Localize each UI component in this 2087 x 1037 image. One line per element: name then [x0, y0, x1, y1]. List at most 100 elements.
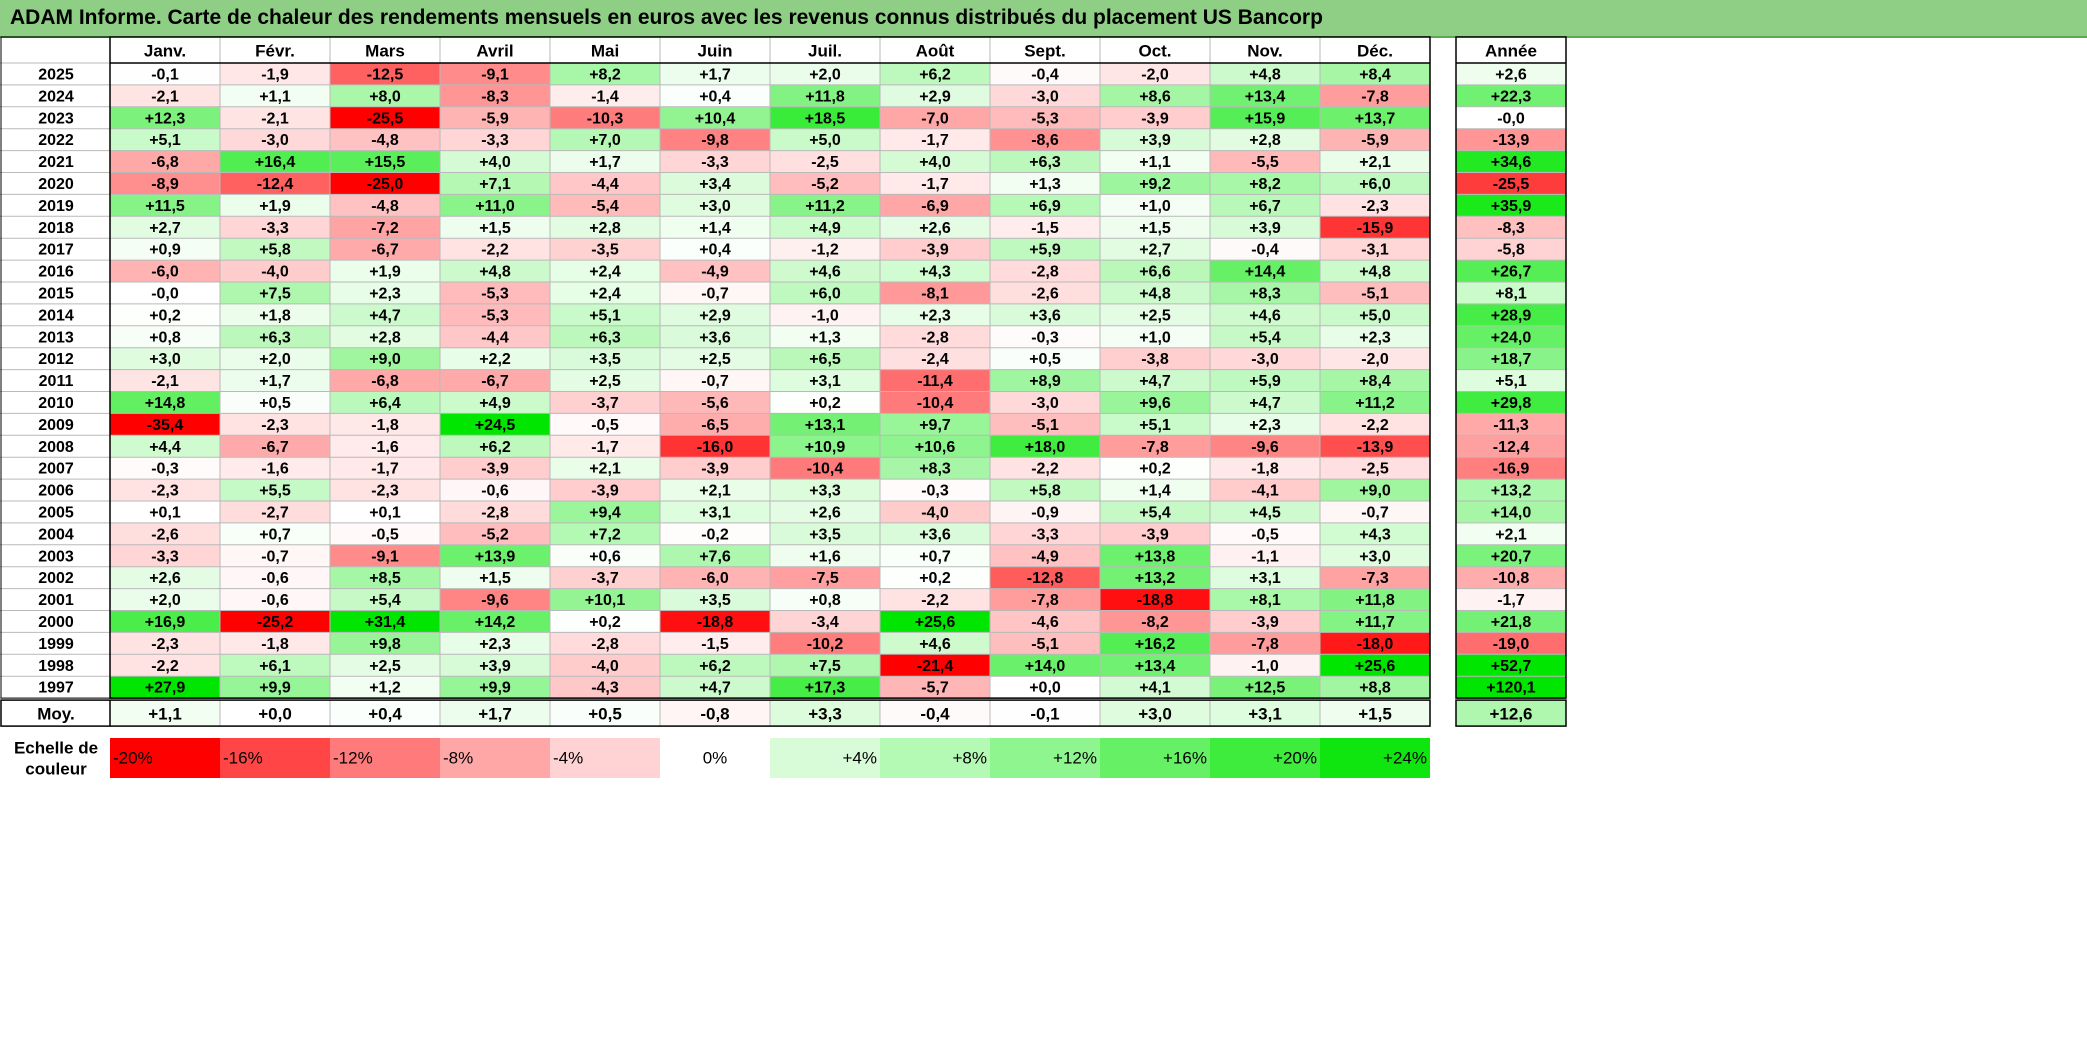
- value-2004-12: +4,3: [1359, 526, 1391, 543]
- cell-2001-5: [550, 588, 660, 611]
- value-2012-9: +0,5: [1029, 351, 1061, 368]
- cell-2005-7: [770, 501, 880, 523]
- value-2023-3: -25,5: [367, 110, 404, 127]
- cell-2024-1: [110, 84, 220, 107]
- value-2011-1: -2,1: [151, 373, 179, 390]
- cell-2025-9: [990, 63, 1100, 85]
- cell-2005-5: [550, 501, 660, 523]
- cell-2003-3: [330, 544, 440, 567]
- cell-2012-10: [1100, 347, 1210, 370]
- value-2004-5: +7,2: [589, 526, 621, 543]
- value-2007-6: -3,9: [701, 461, 729, 478]
- value-2021-4: +4,0: [479, 154, 511, 171]
- cell-2023-2: [220, 106, 330, 129]
- value-1999-11: -7,8: [1251, 636, 1279, 653]
- cell-2012-8: [880, 347, 990, 370]
- cell-2025-6: [660, 63, 770, 85]
- value-2000-5: +0,2: [589, 614, 621, 631]
- cell-2002-11: [1210, 566, 1320, 589]
- month-header-3: Mars: [365, 42, 405, 61]
- cell-1998-3: [330, 654, 440, 677]
- cell-2023-3: [330, 106, 440, 129]
- cell-2008-3: [330, 435, 440, 458]
- cell-2011-2: [220, 369, 330, 392]
- annual-value-2014: +28,9: [1491, 307, 1532, 324]
- scale-label-9: +12%: [1053, 749, 1097, 768]
- value-2003-10: +13,8: [1135, 548, 1176, 565]
- cell-1999-6: [660, 632, 770, 655]
- cell-2024-10: [1100, 84, 1210, 107]
- value-2002-1: +2,6: [149, 570, 181, 587]
- cell-2024-4: [440, 84, 550, 107]
- average-value-3: +0,4: [368, 705, 402, 724]
- cell-2003-2: [220, 544, 330, 567]
- cell-2000-2: [220, 610, 330, 633]
- value-2017-6: +0,4: [699, 242, 731, 259]
- cell-1998-4: [440, 654, 550, 677]
- value-2007-1: -0,3: [151, 461, 179, 478]
- value-2022-5: +7,0: [589, 132, 621, 149]
- value-2020-10: +9,2: [1139, 176, 1171, 193]
- average-value-7: +3,3: [808, 705, 842, 724]
- month-header-7: Juil.: [808, 42, 842, 61]
- cell-2025-4: [440, 63, 550, 85]
- value-2014-4: -5,3: [481, 307, 509, 324]
- cell-2002-3: [330, 566, 440, 589]
- cell-2008-2: [220, 435, 330, 458]
- cell-2000-6: [660, 610, 770, 633]
- average-cell-5: [550, 700, 660, 727]
- cell-2021-11: [1210, 150, 1320, 173]
- cell-2009-6: [660, 413, 770, 436]
- cell-1997-1: [110, 676, 220, 699]
- value-2001-8: -2,2: [921, 592, 949, 609]
- cell-2023-9: [990, 106, 1100, 129]
- cell-2006-6: [660, 479, 770, 501]
- cell-2025-2: [220, 63, 330, 85]
- value-2000-12: +11,7: [1355, 614, 1395, 631]
- annual-cell-2005: [1456, 501, 1566, 523]
- value-2014-8: +2,3: [919, 307, 951, 324]
- cell-2006-12: [1320, 479, 1430, 501]
- cell-2015-12: [1320, 282, 1430, 304]
- scale-label-11: +20%: [1273, 749, 1317, 768]
- year-label-1998: 1998: [38, 658, 74, 675]
- scale-label-12: +24%: [1383, 749, 1427, 768]
- cell-2021-10: [1100, 150, 1210, 173]
- value-2024-11: +13,4: [1245, 88, 1286, 105]
- month-header-4: Avril: [476, 42, 513, 61]
- month-header-6: Juin: [698, 42, 733, 61]
- value-2023-2: -2,1: [261, 110, 289, 127]
- cell-2022-12: [1320, 128, 1430, 151]
- value-2003-5: +0,6: [589, 548, 621, 565]
- cell-2018-10: [1100, 216, 1210, 239]
- cell-2016-12: [1320, 260, 1430, 282]
- cell-2005-12: [1320, 501, 1430, 523]
- value-1998-10: +13,4: [1135, 658, 1176, 675]
- value-2012-7: +6,5: [809, 351, 841, 368]
- value-2006-2: +5,5: [259, 483, 291, 500]
- value-2023-4: -5,9: [481, 110, 509, 127]
- value-2017-8: -3,9: [921, 242, 949, 259]
- value-1999-7: -10,2: [807, 636, 844, 653]
- cell-2004-5: [550, 522, 660, 545]
- value-2006-3: -2,3: [371, 483, 399, 500]
- value-2018-11: +3,9: [1249, 220, 1281, 237]
- cell-2011-1: [110, 369, 220, 392]
- value-2012-8: -2,4: [921, 351, 949, 368]
- value-2005-3: +0,1: [369, 504, 401, 521]
- cell-2014-9: [990, 303, 1100, 326]
- value-2020-8: -1,7: [921, 176, 949, 193]
- cell-1997-3: [330, 676, 440, 699]
- cell-2023-8: [880, 106, 990, 129]
- value-2007-10: +0,2: [1139, 461, 1171, 478]
- cell-1998-11: [1210, 654, 1320, 677]
- value-2015-6: -0,7: [701, 285, 729, 302]
- value-2012-2: +2,0: [259, 351, 291, 368]
- value-2018-5: +2,8: [589, 220, 621, 237]
- cell-2001-7: [770, 588, 880, 611]
- value-1999-8: +4,6: [919, 636, 951, 653]
- cell-2007-6: [660, 457, 770, 480]
- value-2002-9: -12,8: [1027, 570, 1064, 587]
- value-2019-2: +1,9: [259, 198, 291, 215]
- scale-swatch-6: [660, 738, 770, 778]
